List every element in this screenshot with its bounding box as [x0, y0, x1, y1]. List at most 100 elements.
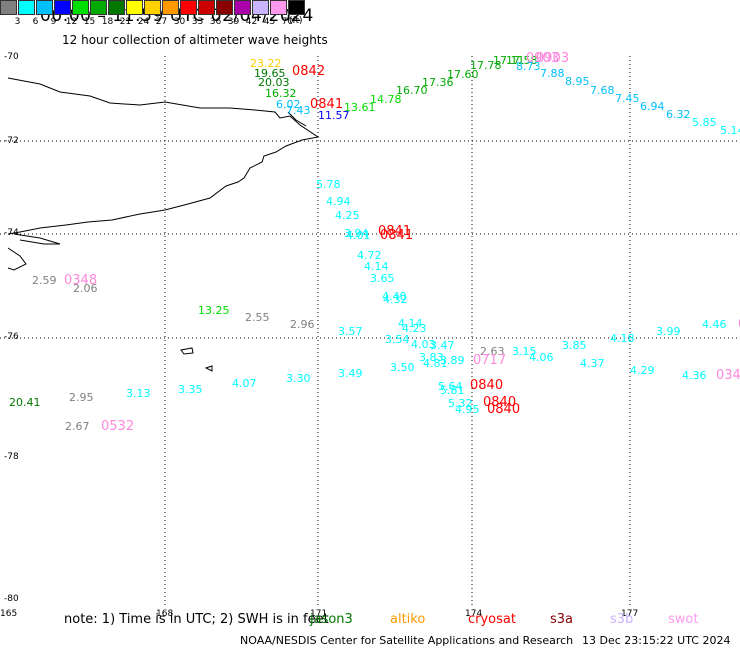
wave-height-label: 19.65	[254, 67, 286, 80]
legend-label: 36	[209, 17, 222, 27]
wave-height-label: 4.14	[364, 260, 389, 273]
wave-height-label: 20.03	[258, 76, 290, 89]
wave-height-label: 3.54	[385, 333, 410, 346]
wave-height-label: 3.50	[390, 361, 415, 374]
wave-height-label: 17.58	[506, 54, 538, 67]
wave-height-label: 20.41	[9, 396, 41, 409]
legend-label: 12	[65, 17, 78, 27]
coastline	[7, 77, 320, 372]
wave-height-label: 2.67	[65, 420, 90, 433]
graticule	[0, 56, 740, 605]
wave-height-label: 4.37	[580, 357, 605, 370]
pass-time-label: 0903	[526, 51, 560, 66]
wave-height-label: 23.22	[250, 57, 282, 70]
wave-height-label: 11.57	[318, 109, 350, 122]
wave-height-label: 17.11	[493, 54, 525, 67]
mission-label: altiko	[390, 612, 426, 627]
wave-height-label: 17.36	[422, 76, 454, 89]
wave-height-label: 17.78	[470, 59, 502, 72]
pass-time-label: 0348	[716, 368, 740, 383]
pass-time-label: 0841	[380, 228, 414, 243]
legend-label: 21	[119, 17, 132, 27]
wave-height-label: 13.61	[344, 101, 376, 114]
wave-height-label: 5.14	[720, 124, 740, 137]
pass-time-label: 0840	[470, 378, 504, 393]
wave-height-label: 6.94	[640, 100, 665, 113]
pass-time-label: 0840	[487, 402, 521, 417]
footer-note: note: 1) Time is in UTC; 2) SWH is in fe…	[64, 612, 329, 627]
wave-height-label: 2.95	[69, 391, 94, 404]
legend-label: 30	[173, 17, 186, 27]
wave-height-label: 4.32	[383, 293, 408, 306]
legend-swatch	[144, 0, 161, 15]
legend-label: 39	[227, 17, 240, 27]
lon-label: 177	[621, 609, 639, 619]
legend-swatch	[180, 0, 197, 15]
legend-label: 27	[155, 17, 168, 27]
legend-swatch	[252, 0, 269, 15]
wave-height-label: 2.55	[245, 311, 270, 324]
wave-height-label: 4.03	[411, 338, 436, 351]
wave-height-label: 4.25	[335, 209, 360, 222]
lat-label: -74	[4, 228, 19, 238]
legend-label: 42	[245, 17, 258, 27]
wave-height-label: 4.23	[402, 322, 427, 335]
wave-height-label: 3.65	[370, 272, 395, 285]
wave-height-label: 5.85	[692, 116, 717, 129]
wave-height-label: 5.78	[316, 178, 341, 191]
wave-height-label: 8.95	[565, 75, 590, 88]
wave-height-label: 17.60	[447, 68, 479, 81]
wave-height-label: 16.32	[265, 87, 297, 100]
legend-swatch	[72, 0, 89, 15]
wave-height-label: 4.29	[630, 364, 655, 377]
wave-height-label: 4.95	[455, 403, 480, 416]
legend-swatch	[162, 0, 179, 15]
legend-label: 24	[137, 17, 150, 27]
pass-time-label: 0841	[378, 224, 412, 239]
pass-time-label: 0717	[473, 353, 507, 368]
wave-height-label: 6.02	[276, 98, 301, 111]
wave-height-label: 5.32	[448, 397, 473, 410]
generated-timestamp: 13 Dec 23:15:22 UTC 2024	[582, 634, 731, 647]
credit-line: NOAA/NESDIS Center for Satellite Applica…	[240, 634, 574, 647]
mission-label: cryosat	[468, 612, 516, 627]
wave-height-label: 16.70	[396, 84, 428, 97]
wave-height-label: 4.36	[682, 369, 707, 382]
lat-label: -78	[4, 452, 19, 462]
pass-time-label: 0841	[310, 97, 344, 112]
mission-label: s3a	[550, 612, 574, 627]
legend-swatch	[234, 0, 251, 15]
wave-height-label: 14.78	[370, 93, 402, 106]
lat-label: -80	[4, 594, 19, 604]
wave-height-label: 3.47	[430, 339, 455, 352]
mission-label: jason3	[310, 612, 353, 627]
lat-label: -76	[4, 332, 19, 342]
pass-time-label: 0842	[292, 64, 326, 79]
legend-swatch	[126, 0, 143, 15]
mission-label: s3b	[610, 612, 634, 627]
pass-time-label: 0	[738, 318, 740, 332]
legend-swatch	[18, 0, 35, 15]
legend-swatch	[54, 0, 71, 15]
wave-height-label: 5.81	[440, 384, 465, 397]
wave-height-label: 6.32	[666, 108, 691, 121]
pass-time-label: 0840	[483, 395, 517, 410]
wave-height-label: 4.14	[398, 317, 423, 330]
wave-height-label: 2.59	[32, 274, 57, 287]
wave-height-label: 4.72	[357, 249, 382, 262]
wave-height-label: 7.45	[615, 92, 640, 105]
wave-height-label: 7.43	[286, 104, 311, 117]
legend-label: 15	[83, 17, 96, 27]
wave-height-label: 13.25	[198, 304, 230, 317]
wave-height-label: 4.01	[346, 229, 371, 242]
wave-height-label: 4.46	[702, 318, 727, 331]
lon-label: 165	[0, 609, 18, 619]
legend-label: 3	[14, 17, 21, 27]
legend-label: 45	[263, 17, 276, 27]
wave-height-label: 7.88	[540, 67, 565, 80]
wave-height-label: 4.18	[610, 332, 635, 345]
legend-swatch	[198, 0, 215, 15]
wave-height-label: 2.96	[290, 318, 315, 331]
legend-label: 18	[101, 17, 114, 27]
